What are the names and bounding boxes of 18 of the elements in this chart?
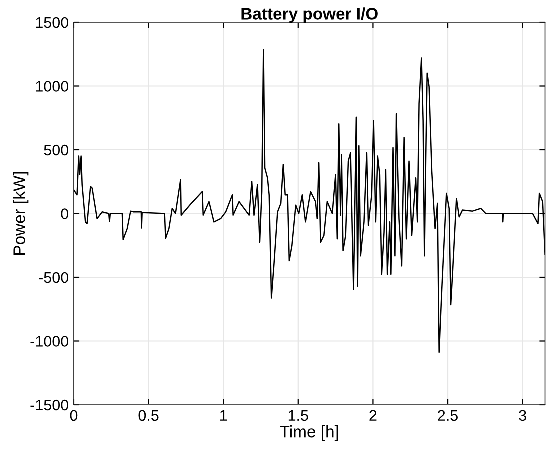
chart-title: Battery power I/O — [242, 8, 378, 24]
x-tick-label: 2.5 — [438, 410, 458, 422]
x-tick-label: 2 — [370, 410, 377, 421]
x-tick-label: 0 — [70, 410, 78, 422]
y-tick-label: -1000 — [30, 336, 69, 347]
y-tick-label: 500 — [44, 144, 69, 156]
x-axis-title: Time [h] — [280, 425, 338, 442]
y-tick-label: -500 — [39, 272, 69, 284]
y-tick-label: 1500 — [36, 17, 69, 28]
y-tick-label: 0 — [61, 208, 69, 220]
x-tick-label: 1 — [220, 410, 228, 421]
y-tick-label: -1500 — [30, 400, 69, 411]
x-tick-label: 3 — [519, 410, 526, 422]
y-tick-label: 1000 — [36, 81, 69, 92]
x-tick-label: 1.5 — [288, 410, 308, 422]
y-axis-title: Power [kW] — [13, 172, 29, 255]
line-series — [74, 49, 546, 354]
x-tick-label: 0.5 — [138, 410, 159, 422]
